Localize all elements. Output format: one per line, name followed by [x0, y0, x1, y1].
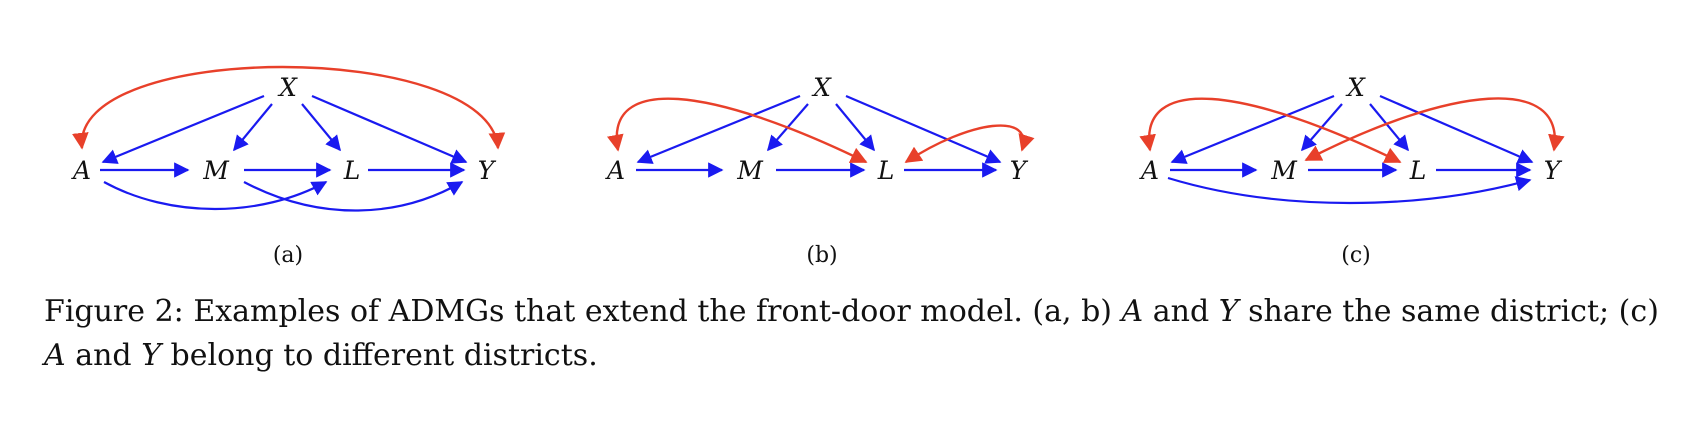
- edge-a-l: [103, 181, 328, 211]
- edge-m-y-bidirected: [1304, 97, 1565, 162]
- panel-label-a: (a): [273, 243, 303, 268]
- figure-diagrams: X A M L Y (a) X A M L Y (b): [71, 65, 1565, 268]
- node-y: Y: [1010, 156, 1029, 185]
- panel-a: X A M L Y (a): [71, 65, 506, 268]
- nodes-a: X A M L Y: [71, 73, 497, 185]
- edge-a-y: [1167, 176, 1532, 205]
- edge-x-y: [1379, 94, 1534, 164]
- node-l: L: [343, 156, 361, 185]
- caption-math-a: A: [1121, 294, 1144, 329]
- caption-text-5: belong to different districts.: [170, 338, 598, 373]
- edge-x-l: [835, 103, 875, 152]
- caption-text-1: Examples of ADMGs that extend the front-…: [193, 294, 1112, 329]
- edge-x-y: [311, 94, 468, 164]
- caption-math-y: Y: [1218, 294, 1239, 329]
- edges-bidirected-b: [607, 97, 1035, 164]
- edges-directed-b: [636, 94, 1002, 178]
- panel-b: X A M L Y (b): [605, 73, 1035, 268]
- node-x: X: [811, 73, 832, 102]
- caption-math-y-2: Y: [141, 338, 161, 373]
- node-x: X: [1345, 73, 1366, 102]
- edges-directed-a: [100, 94, 468, 212]
- edge-a-l-bidirected: [1139, 97, 1402, 164]
- caption-prefix: Figure 2:: [44, 294, 184, 329]
- edges-bidirected-a: [72, 65, 506, 150]
- edge-l-y-bidirected: [904, 124, 1035, 164]
- nodes-c: X A M L Y: [1139, 73, 1563, 185]
- nodes-b: X A M L Y: [605, 73, 1029, 185]
- node-a: A: [605, 156, 625, 185]
- node-m: M: [1270, 156, 1298, 185]
- edge-x-m: [233, 103, 273, 152]
- node-x: X: [277, 73, 298, 102]
- node-l: L: [1409, 156, 1427, 185]
- node-y: Y: [478, 156, 497, 185]
- caption-text-2: and: [1152, 294, 1210, 329]
- edge-x-l: [301, 103, 341, 152]
- edges-directed-c: [1167, 94, 1534, 205]
- panel-label-b: (b): [806, 243, 837, 268]
- figure-caption: Figure 2: Examples of ADMGs that extend …: [44, 290, 1664, 378]
- caption-text-4: and: [75, 338, 132, 373]
- node-m: M: [202, 156, 230, 185]
- node-m: M: [736, 156, 764, 185]
- edge-x-a: [101, 94, 265, 164]
- edges-bidirected-c: [1139, 97, 1565, 164]
- edge-m-y: [243, 181, 464, 212]
- edge-a-y-bidirected: [72, 65, 506, 150]
- edge-a-l-bidirected: [607, 97, 868, 164]
- node-y: Y: [1544, 156, 1563, 185]
- caption-text-3: share the same district; (c): [1248, 294, 1659, 329]
- node-a: A: [1139, 156, 1159, 185]
- node-l: L: [877, 156, 895, 185]
- caption-math-a-2: A: [44, 338, 66, 373]
- panel-c: X A M L Y (c): [1139, 73, 1565, 268]
- panel-label-c: (c): [1341, 243, 1371, 268]
- node-a: A: [71, 156, 91, 185]
